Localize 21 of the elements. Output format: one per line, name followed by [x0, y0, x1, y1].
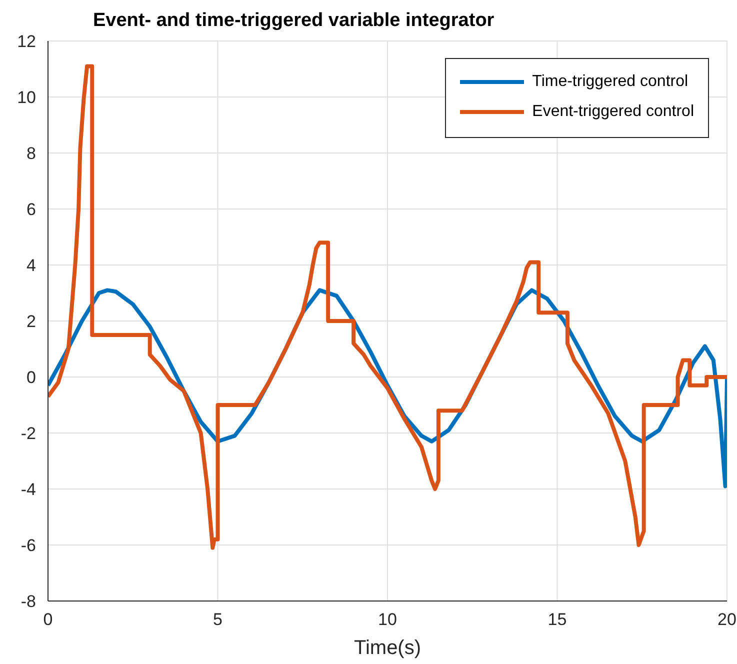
- y-tick-label: 2: [26, 312, 36, 332]
- x-tick-label: 5: [213, 610, 222, 630]
- y-tick-label: -6: [20, 536, 36, 556]
- y-tick-label: 4: [26, 256, 36, 276]
- y-tick-label: 0: [26, 368, 36, 388]
- y-tick-label: 8: [26, 144, 36, 164]
- x-tick-label: 0: [43, 610, 53, 630]
- y-tick-label: -2: [20, 424, 36, 444]
- y-tick-label: -4: [20, 480, 36, 500]
- x-axis-title: Time(s): [354, 637, 422, 659]
- x-tick-label: 15: [548, 610, 567, 630]
- line-series: [48, 64, 727, 550]
- y-tick-label: -8: [20, 592, 36, 612]
- y-tick-label: 10: [17, 88, 36, 108]
- x-tick-label: 10: [378, 610, 397, 630]
- legend-label: Time-triggered control: [532, 73, 688, 91]
- chart-title: Event- and time-triggered variable integrator: [93, 10, 494, 32]
- y-tick-label: 12: [17, 32, 36, 52]
- y-tick-label: 6: [26, 200, 36, 220]
- legend-label: Event-triggered control: [532, 103, 694, 121]
- x-tick-label: 20: [718, 610, 736, 630]
